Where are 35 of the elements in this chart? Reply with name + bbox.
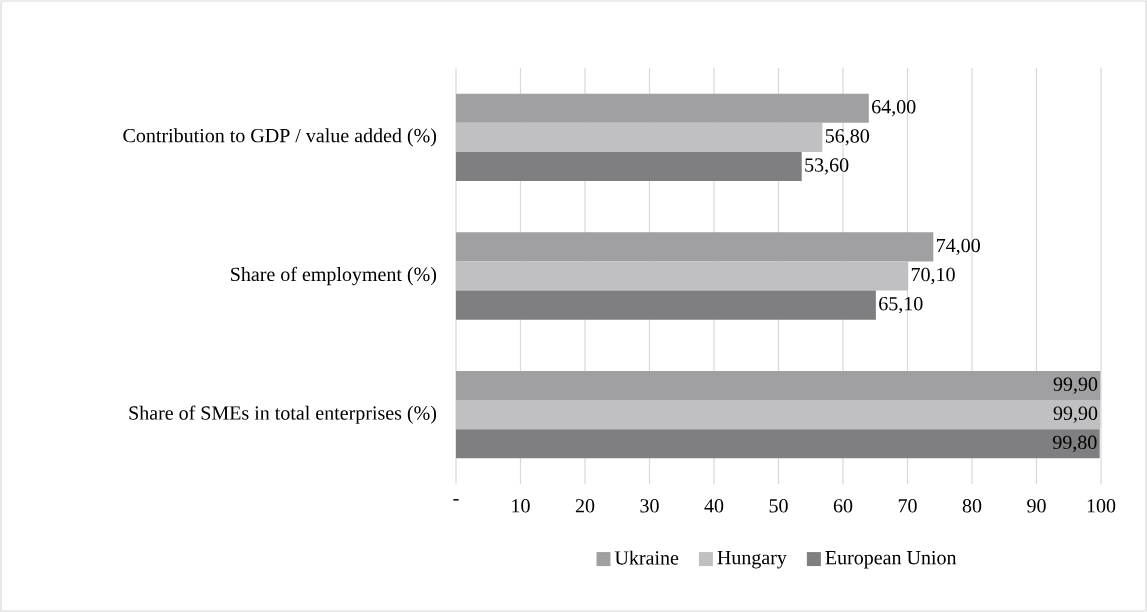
x-tick-label: 90: [1027, 499, 1046, 513]
data-label: 99,90: [1053, 377, 1098, 394]
y-tick-label: Contribution to GDP / value added (%): [123, 128, 437, 147]
bar: [456, 151, 802, 182]
bar: [456, 122, 823, 152]
bar: [456, 400, 1101, 430]
data-label: 56,80: [825, 129, 870, 146]
bar: [456, 93, 869, 123]
x-tick-label: 100: [1087, 499, 1116, 513]
y-tick-label: Share of employment (%): [231, 266, 437, 286]
y-tick-label: Share of SMEs in total enterprises (%): [129, 405, 437, 424]
x-tick-label: 60: [833, 499, 853, 513]
x-tick-label: 50: [769, 499, 788, 513]
legend-label: European Union: [825, 550, 957, 569]
x-tick-label: 30: [640, 499, 659, 513]
x-tick-label: 70: [898, 499, 917, 513]
x-tick-label: 10: [512, 499, 530, 513]
bar: [456, 261, 909, 291]
data-label: 70,10: [911, 267, 955, 285]
bar: [456, 429, 1100, 459]
x-tick-label: 40: [704, 499, 724, 513]
legend-label: Ukraine: [614, 550, 679, 565]
data-label: 53,60: [805, 158, 849, 175]
data-label: 99,80: [1052, 435, 1097, 452]
bar: [456, 232, 934, 262]
bar: [456, 370, 1101, 401]
data-label: 74,00: [937, 238, 980, 256]
data-label: 65,10: [879, 296, 923, 314]
bar: [456, 290, 876, 320]
x-tick-label: -: [453, 499, 459, 501]
data-label: 64,00: [872, 100, 916, 117]
data-label: 99,90: [1053, 406, 1098, 423]
x-tick-label: 20: [575, 499, 595, 513]
legend-label: Hungary: [717, 551, 787, 569]
x-tick-label: 80: [962, 499, 982, 513]
